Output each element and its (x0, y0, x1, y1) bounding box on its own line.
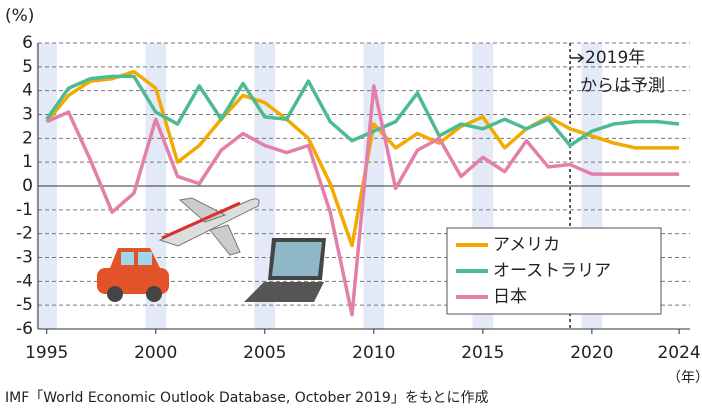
y-tick-label: -6 (16, 319, 33, 339)
x-tick-label: 2000 (134, 343, 177, 363)
chart: (%) （年） IMF「World Economic Outlook Datab… (0, 0, 702, 412)
y-tick-label: -2 (16, 224, 33, 244)
x-tick-label: 1995 (25, 343, 68, 363)
x-tick-label: 2015 (461, 343, 504, 363)
y-tick-label: 2 (22, 128, 33, 148)
y-tick-label: 1 (22, 152, 33, 172)
y-tick-label: -5 (16, 295, 33, 315)
annotation: からは予測 (580, 76, 665, 96)
y-tick-label: 3 (22, 105, 33, 125)
y-tick-label: 6 (22, 33, 33, 53)
page: {"chart_data": {"type": "line", "y_unit"… (0, 0, 702, 412)
legend-label: 日本 (493, 287, 527, 307)
y-tick-label: 4 (22, 81, 33, 101)
x-tick-label: 2020 (570, 343, 613, 363)
source: IMF「World Economic Outlook Database, Oct… (5, 390, 489, 406)
legend-label: オーストラリア (493, 261, 611, 281)
x-unit: （年） (667, 370, 702, 386)
y-unit: (%) (5, 6, 34, 26)
y-tick-label: 5 (22, 57, 33, 77)
y-tick-label: -3 (16, 248, 33, 268)
x-tick-label: 2010 (352, 343, 395, 363)
legend-label: アメリカ (493, 235, 560, 255)
annotation-arrow (570, 54, 583, 62)
y-tick-label: 0 (22, 176, 33, 196)
x-tick-label: 2005 (243, 343, 286, 363)
x-tick-label: 2024 (657, 343, 700, 363)
plane-illustration (160, 198, 259, 255)
y-tick-label: -4 (16, 271, 33, 291)
annotation: 2019年 (585, 48, 645, 68)
y-tick-label: -1 (16, 200, 33, 220)
